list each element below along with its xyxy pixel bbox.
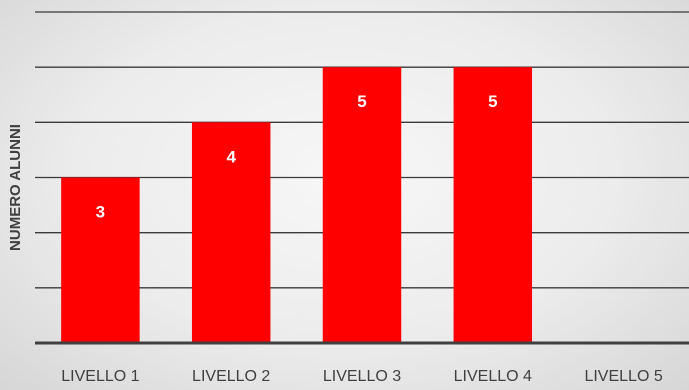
bar-value-label: 5 xyxy=(357,92,366,111)
x-tick-label: LIVELLO 3 xyxy=(323,368,401,385)
bar-value-label: 4 xyxy=(226,147,236,166)
x-tick-label: LIVELLO 4 xyxy=(454,368,532,385)
bar xyxy=(322,67,402,344)
bar xyxy=(191,122,271,343)
x-tick-labels: LIVELLO 1 LIVELLO 2 LIVELLO 3 LIVELLO 4 LIVE… xyxy=(61,368,663,385)
x-tick-label: LIVELLO 5 xyxy=(584,368,662,385)
x-tick-label: LIVELLO 1 xyxy=(61,368,139,385)
bar xyxy=(61,177,140,343)
y-axis-label: NUMERO ALUNNI xyxy=(7,124,24,251)
x-tick-label: LIVELLO 2 xyxy=(192,368,270,385)
bar-value-label: 3 xyxy=(96,203,105,222)
bar-value-label: 5 xyxy=(488,92,497,111)
bar xyxy=(453,67,533,344)
bars: 3 4 5 5 xyxy=(61,67,533,344)
